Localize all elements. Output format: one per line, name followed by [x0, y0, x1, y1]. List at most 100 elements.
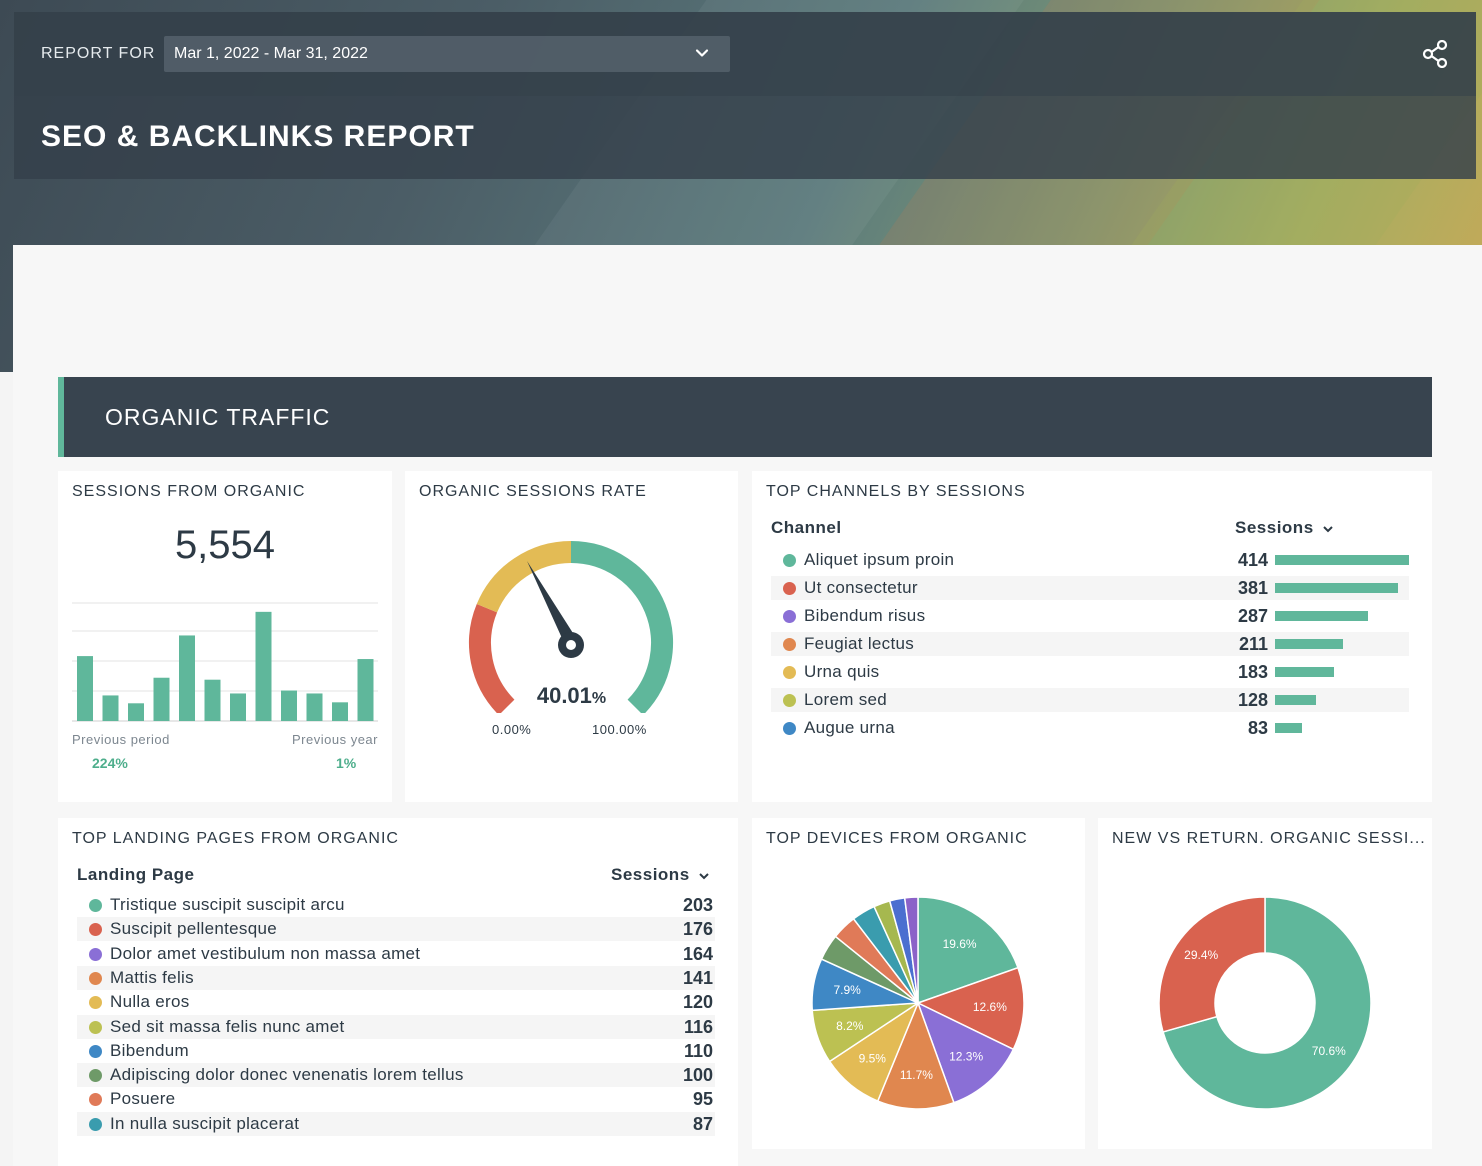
bar: [102, 695, 119, 721]
table-row: Urna quis 183: [771, 660, 1409, 684]
sessions-column-header[interactable]: Sessions: [611, 865, 710, 885]
channels-card: TOP CHANNELS BY SESSIONS Channel Session…: [752, 471, 1432, 802]
pie-slice: [916, 966, 1025, 1051]
report-for-label: REPORT FOR: [41, 45, 156, 62]
row-bar: [1275, 667, 1335, 677]
prev-period-value: 224%: [92, 755, 128, 771]
card-title: TOP CHANNELS BY SESSIONS: [766, 483, 1026, 500]
slice-label: 70.6%: [1312, 1044, 1346, 1058]
slice-label: 7.9%: [833, 983, 861, 997]
card-title: TOP DEVICES FROM ORGANIC: [766, 830, 1028, 847]
table-row: Feugiat lectus 211: [771, 632, 1409, 656]
row-label: Mattis felis: [110, 967, 194, 987]
row-value: 128: [1237, 690, 1268, 710]
row-label: Bibendum risus: [804, 606, 926, 625]
chevron-down-icon: [1322, 525, 1333, 532]
table-row: Posuere 95: [77, 1087, 715, 1111]
row-value: 414: [1237, 550, 1268, 570]
row-label: Feugiat lectus: [804, 634, 915, 653]
legend-dot: [89, 923, 102, 937]
row-label: Nulla eros: [110, 992, 190, 1012]
row-label: In nulla suscipit placerat: [110, 1113, 300, 1133]
section-title: ORGANIC TRAFFIC: [105, 404, 331, 430]
slice-label: 11.7%: [900, 1068, 933, 1082]
section-header: ORGANIC TRAFFIC: [58, 377, 1432, 457]
share-icon[interactable]: [1422, 40, 1448, 68]
prev-year-value: 1%: [336, 755, 357, 771]
bar: [128, 703, 144, 721]
card-title: TOP LANDING PAGES FROM ORGANIC: [72, 830, 399, 847]
row-value: 95: [692, 1089, 713, 1110]
table-row: Suscipit pellentesque 176: [77, 917, 715, 942]
legend-dot: [783, 722, 796, 735]
slice-label: 12.3%: [949, 1050, 983, 1064]
prev-period-label: Previous period: [72, 732, 170, 747]
bar: [255, 611, 272, 721]
devices-pie-chart: 19.6% 12.6% 12.3% 11.7% 9.5% 8.2% 7.9%: [811, 896, 1025, 1110]
bar: [332, 702, 348, 721]
card-title: NEW VS RETURN. ORGANIC SESSI...: [1112, 830, 1426, 847]
row-label: Bibendum: [110, 1040, 189, 1060]
row-value: 87: [692, 1113, 713, 1134]
gauge-value: 40.01%: [536, 683, 607, 708]
row-value: 381: [1237, 578, 1268, 598]
table-row: Tristique suscipit suscipit arcu 203: [77, 893, 715, 917]
gauge-min-label: 0.00%: [492, 722, 532, 737]
row-label: Tristique suscipit suscipit arcu: [110, 895, 345, 914]
row-label: Suscipit pellentesque: [110, 919, 277, 939]
legend-dot: [783, 638, 796, 651]
sessions-value: 5,554: [174, 523, 276, 567]
row-label: Aliquet ipsum proin: [804, 550, 955, 569]
row-label: Lorem sed: [804, 690, 888, 709]
report-title-bar: SEO & BACKLINKS REPORT: [14, 96, 1476, 179]
pie-slice: [903, 896, 919, 1004]
legend-dot: [89, 1044, 102, 1058]
row-label: Augue urna: [804, 718, 895, 737]
table-row: In nulla suscipit placerat 87: [77, 1111, 715, 1136]
date-range-select[interactable]: Mar 1, 2022 - Mar 31, 2022: [164, 36, 730, 72]
table-row: Sed sit massa felis nunc amet 116: [77, 1014, 715, 1039]
row-bar: [1275, 695, 1317, 705]
row-bar: [1275, 583, 1399, 593]
row-value: 100: [682, 1065, 713, 1086]
table-row: Bibendum 110: [77, 1039, 715, 1063]
devices-card: TOP DEVICES FROM ORGANIC 19.6% 12.6% 12.3%…: [752, 818, 1085, 1149]
legend-dot: [89, 971, 102, 985]
table-row: Lorem sed 128: [771, 688, 1409, 712]
chevron-down-icon: [698, 872, 709, 879]
slice-label: 8.2%: [836, 1019, 864, 1033]
legend-dot: [783, 694, 796, 707]
legend-dot: [89, 1020, 102, 1034]
slice-label: 12.6%: [973, 1000, 1007, 1014]
sessions-column-header[interactable]: Sessions: [1235, 518, 1334, 538]
row-label: Posuere: [110, 1089, 176, 1109]
report-title: SEO & BACKLINKS REPORT: [41, 120, 475, 153]
pie-slice: [1158, 896, 1266, 1033]
chevron-down-icon: [695, 49, 709, 57]
report-toolbar: REPORT FOR Mar 1, 2022 - Mar 31, 2022: [14, 12, 1476, 96]
bar: [306, 693, 323, 721]
table-row: Mattis felis 141: [77, 965, 715, 990]
date-range-value: Mar 1, 2022 - Mar 31, 2022: [174, 45, 368, 62]
legend-dot: [89, 947, 102, 961]
legend-dot: [89, 1069, 102, 1083]
gauge-max-label: 100.00%: [592, 722, 647, 737]
row-value: 164: [682, 943, 713, 964]
legend-dot: [783, 582, 796, 595]
row-value: 287: [1237, 606, 1268, 626]
new-vs-return-card: NEW VS RETURN. ORGANIC SESSI... 70.6% 29.…: [1098, 818, 1432, 1149]
row-value: 120: [682, 992, 713, 1013]
channel-column-header: Channel: [771, 518, 842, 537]
legend-dot: [89, 899, 102, 912]
sessions-bar-chart: [72, 602, 378, 722]
table-row: Nulla eros 120: [77, 990, 715, 1014]
row-bar: [1275, 611, 1368, 621]
slice-label: 19.6%: [943, 937, 977, 951]
row-label: Adipiscing dolor donec venenatis lorem t…: [110, 1065, 464, 1085]
card-title: ORGANIC SESSIONS RATE: [419, 483, 647, 500]
card-title: SESSIONS FROM ORGANIC: [72, 483, 306, 500]
row-bar: [1275, 555, 1409, 565]
table-row: Adipiscing dolor donec venenatis lorem t…: [77, 1063, 715, 1088]
row-value: 83: [1247, 718, 1268, 738]
gauge-needle: [527, 561, 578, 647]
